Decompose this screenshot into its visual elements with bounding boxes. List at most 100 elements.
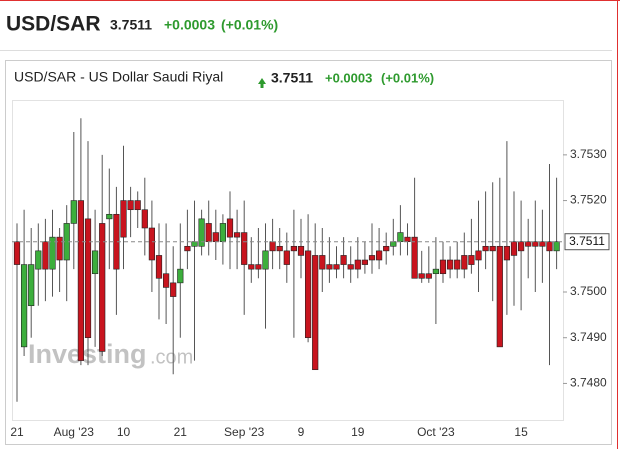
candle-body <box>390 241 397 247</box>
candle-body <box>375 250 383 261</box>
y-tick-label: 3.7520 <box>570 193 607 207</box>
candle-body <box>28 264 35 307</box>
last-price-label: 3.7511 <box>569 234 605 248</box>
x-tick-label: 10 <box>117 425 131 439</box>
chart-change-pct: (+0.01%) <box>381 70 434 85</box>
candle-body <box>425 273 432 279</box>
candle-body <box>70 200 77 224</box>
candle-body <box>461 255 468 270</box>
candle-body <box>134 200 141 211</box>
change-pct: (+0.01%) <box>221 17 278 33</box>
candle-body <box>312 255 319 371</box>
candle-body <box>226 218 234 238</box>
candle-body <box>383 245 390 252</box>
candle-body <box>106 213 113 220</box>
candle-body <box>56 236 63 261</box>
up-arrow <box>258 78 266 88</box>
candle-body <box>276 245 283 252</box>
candle-body <box>482 245 489 252</box>
chart-panel <box>5 60 612 445</box>
candle-body <box>255 264 262 270</box>
candle-body <box>333 264 340 270</box>
candle-body <box>92 250 99 275</box>
candle-body <box>184 245 191 252</box>
candle-body <box>219 223 227 243</box>
candle-body <box>510 241 518 256</box>
candle-body <box>454 259 461 270</box>
chart-title: USD/SAR - US Dollar Saudi Riyal <box>14 69 223 85</box>
x-tick-label: Aug '23 <box>54 425 95 439</box>
candle-body <box>503 245 511 261</box>
chart-change: +0.0003 <box>325 70 372 85</box>
candle-body <box>539 241 546 247</box>
candle-body <box>35 250 42 270</box>
candle-body <box>248 264 255 270</box>
candle-body <box>297 245 305 256</box>
candle-body <box>347 264 354 270</box>
x-tick-label: 15 <box>514 425 528 439</box>
candle-body <box>532 241 539 247</box>
y-tick-label: 3.7500 <box>570 284 607 298</box>
candle-body <box>517 241 525 252</box>
x-tick-label: Sep '23 <box>224 425 265 439</box>
candle-body <box>439 259 447 275</box>
candle-body <box>155 255 163 279</box>
candle-body <box>354 259 361 270</box>
y-tick-label: 3.7480 <box>570 376 607 390</box>
candle-body <box>84 218 92 339</box>
x-tick-label: 21 <box>174 425 188 439</box>
plot-frame <box>12 100 564 421</box>
candle-body <box>191 241 198 247</box>
candle-body <box>241 232 248 265</box>
candle-body <box>525 241 532 247</box>
candle-body <box>127 200 134 211</box>
candle-body <box>283 250 290 265</box>
candle-body <box>418 273 425 279</box>
candle-body <box>163 273 170 288</box>
candle-body <box>262 250 269 270</box>
x-tick-label: 9 <box>298 425 305 439</box>
x-tick-label: 19 <box>351 425 365 439</box>
candle-body <box>361 259 369 265</box>
candle-body <box>496 245 503 348</box>
candle-body <box>170 282 177 297</box>
candle-body <box>475 250 482 261</box>
candle-body <box>148 227 156 261</box>
candle-body <box>446 259 454 270</box>
y-tick-label: 3.7490 <box>570 330 607 344</box>
candle-body <box>553 241 560 252</box>
candle-body <box>340 255 347 265</box>
x-tick-label: Oct '23 <box>417 425 455 439</box>
chart-price: 3.7511 <box>271 70 313 86</box>
candle-body <box>269 241 276 252</box>
candle-body <box>432 268 440 275</box>
candle-body <box>49 236 56 270</box>
candle-body <box>141 209 148 229</box>
candle-body <box>290 245 298 252</box>
y-tick-label: 3.7530 <box>570 147 607 161</box>
candle-body <box>404 236 411 243</box>
candle-body <box>397 232 404 243</box>
candle-body <box>319 255 326 270</box>
symbol: USD/SAR <box>6 13 101 36</box>
candle-body <box>212 232 219 243</box>
last-price-box <box>564 233 610 251</box>
candle-body <box>99 223 106 352</box>
watermark: Investing <box>28 339 147 369</box>
candle-body <box>13 241 21 265</box>
candle-body <box>198 218 205 247</box>
candle-body <box>489 245 496 252</box>
candle-body <box>177 268 184 284</box>
x-tick-label: 21 <box>10 425 24 439</box>
candle-body <box>368 255 376 261</box>
candle-body <box>546 241 553 252</box>
candle-body <box>120 200 127 238</box>
candle-body <box>468 255 475 265</box>
candle-body <box>234 232 241 238</box>
price: 3.7511 <box>110 17 152 33</box>
candle-body <box>205 223 212 243</box>
candle-body <box>42 241 49 270</box>
candle-body <box>20 264 28 348</box>
